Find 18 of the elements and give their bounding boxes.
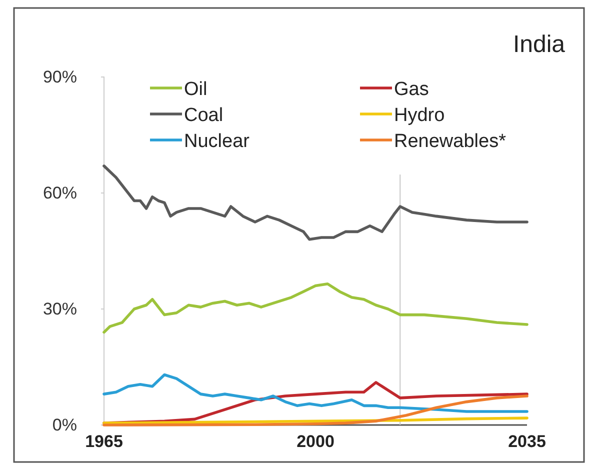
line-series [102,394,528,426]
y-tick-label: 90% [42,67,77,86]
x-tick-label: 2000 [296,432,334,452]
legend-label: Nuclear [184,131,250,152]
line-series [102,282,528,334]
chart-title: India [512,31,566,58]
legend-label: Coal [184,105,224,126]
legend-label: Renewables* [394,131,507,152]
y-tick-label: 60% [42,183,77,202]
legend-label: Gas [394,79,429,100]
legend-label: Oil [184,79,208,100]
y-tick-label: 30% [42,299,77,318]
y-tick-label: 0% [52,415,77,434]
x-tick-label: 2035 [508,432,546,452]
legend-label: Hydro [394,105,445,126]
line-series [102,373,528,413]
line-series [102,164,528,241]
x-tick-label: 1965 [85,432,123,452]
